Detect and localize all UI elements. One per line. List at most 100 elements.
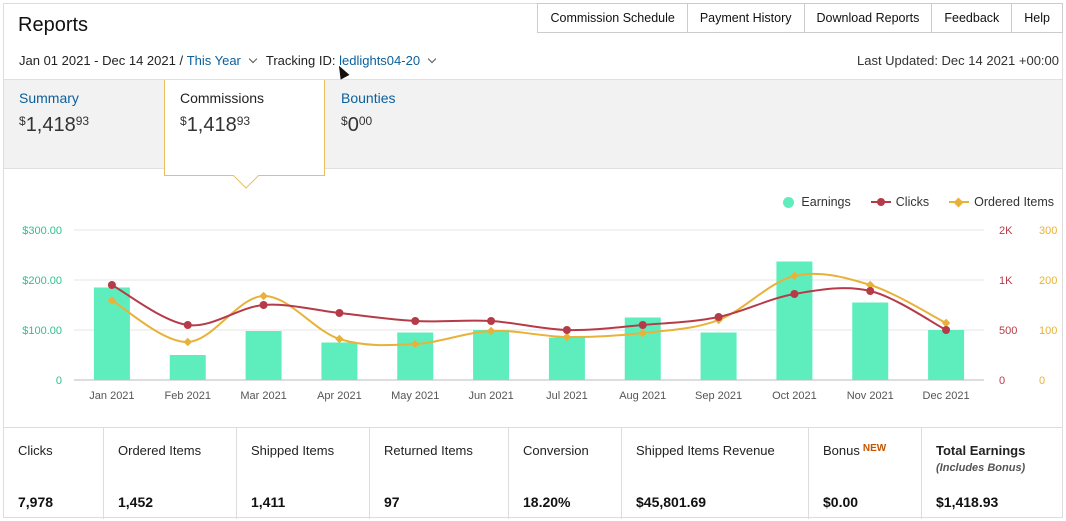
tab-summary[interactable]: Summary $1,41893 [4,80,164,170]
legend-ordered-items[interactable]: Ordered Items [949,195,1054,209]
x-axis-label: Feb 2021 [165,390,211,402]
clicks-point [638,321,647,329]
ordered-items-point [941,318,951,328]
left-axis-tick: $200.00 [22,275,62,287]
clicks-point [790,290,799,298]
earnings-bar [169,355,206,380]
feedback-link[interactable]: Feedback [931,3,1013,33]
ordered-items-line [111,272,947,347]
earnings-bar [245,331,282,380]
earnings-swatch [783,196,795,208]
download-reports-link[interactable]: Download Reports [803,3,933,33]
tracking-label: Tracking ID: [265,53,336,68]
clicks-point [942,326,951,334]
left-axis-tick: $300.00 [22,225,62,237]
stat-shipped-items: Shipped Items 1,411 [237,428,370,519]
new-badge: NEW [862,443,887,454]
x-axis-label: Mar 2021 [240,390,286,402]
clicks-point [714,313,723,321]
top-nav: Commission Schedule Payment History Down… [537,3,1063,33]
chart-legend: Earnings Clicks Ordered Items [763,195,1054,209]
tab-label: Summary [19,90,79,106]
left-axis-tick: $100.00 [22,325,62,337]
items-axis-tick: 0 [1039,375,1045,387]
stat-conversion: Conversion 18.20% [509,428,622,519]
left-axis-tick: 0 [56,375,62,387]
items-axis-tick: 100 [1039,325,1057,337]
stat-total-earnings: Total Earnings (Includes Bonus) $1,418.93 [936,443,1026,510]
ordered-items-point [259,291,268,301]
x-axis-label: Dec 2021 [923,390,970,402]
ordered-items-swatch [949,197,970,207]
ordered-items-point [486,326,496,336]
earnings-bar [321,342,358,380]
ordered-items-point [411,339,420,349]
stat-returned-items: Returned Items 97 [370,428,509,519]
clicks-point [107,281,116,289]
earnings-bar [852,302,889,380]
x-axis-label: Aug 2021 [619,390,666,402]
x-axis-label: Jan 2021 [89,390,134,402]
clicks-point [866,287,875,295]
commission-schedule-link[interactable]: Commission Schedule [537,3,688,33]
ordered-items-point [638,328,647,338]
tab-amount: $1,41893 [19,114,90,136]
ordered-items-point [107,296,117,305]
clicks-swatch [870,197,891,207]
legend-clicks[interactable]: Clicks [870,195,929,209]
help-link[interactable]: Help [1011,3,1063,33]
tab-commissions[interactable]: Commissions $1,41893 [164,80,325,189]
x-axis-label: Nov 2021 [847,390,894,402]
ordered-items-point [335,334,344,344]
x-axis-label: Sep 2021 [695,390,742,402]
earnings-chart: 0 0 0 $100.00 500 100 $200.00 1K 200 $300.00 2K 300… [22,225,1057,402]
earnings-bar [397,332,434,380]
clicks-axis-tick: 0 [999,375,1005,387]
stat-shipped-revenue: Shipped Items Revenue $45,801.69 [622,428,809,519]
earnings-bar [548,337,585,380]
clicks-axis-tick: 500 [999,325,1017,337]
stats-bar: Clicks 7,978 Ordered Items 1,452 Shipped I… [4,427,1062,519]
earnings-bar [473,330,510,380]
clicks-line [111,284,947,332]
x-axis-label: Jun 2021 [468,390,513,402]
clicks-axis-tick: 1K [999,275,1013,287]
items-axis-tick: 200 [1039,275,1057,287]
chevron-down-icon[interactable] [248,54,258,63]
reports-page: Reports Commission Schedule Payment Hist… [3,3,1063,519]
summary-tabs: Summary $1,41893 Commissions $1,41893 Bo… [4,79,1062,189]
clicks-point [411,317,420,325]
tab-label: Commissions [180,90,265,106]
tracking-id-dropdown[interactable]: ledlights04-20 [339,53,421,68]
tab-bounties[interactable]: Bounties $000 [326,80,486,170]
stat-clicks: Clicks 7,978 [4,428,104,519]
clicks-point [335,309,344,317]
items-axis-tick: 300 [1039,225,1057,237]
ordered-items-point [183,337,192,347]
date-range: Jan 01 2021 - Dec 14 2021 / [19,53,184,68]
x-axis-label: Apr 2021 [317,390,362,402]
tab-amount: $1,41893 [180,114,251,136]
payment-history-link[interactable]: Payment History [686,3,805,33]
last-updated: Last Updated: Dec 14 2021 +00:00 [856,53,1059,68]
clicks-point [562,326,571,334]
x-axis-label: Jul 2021 [546,390,588,402]
x-axis-label: Oct 2021 [772,390,817,402]
filter-bar: Jan 01 2021 - Dec 14 2021 / This Year Tr… [19,53,445,68]
stat-ordered-items: Ordered Items 1,452 [104,428,237,519]
tab-amount: $000 [341,114,373,136]
earnings-bar [700,332,737,380]
active-tab-pointer [233,163,259,189]
page-title: Reports [18,14,89,36]
clicks-axis-tick: 2K [999,225,1013,237]
clicks-point [487,317,496,325]
chevron-down-icon[interactable] [427,54,437,63]
ordered-items-point [562,332,572,342]
clicks-point [183,321,192,329]
clicks-point [259,301,268,309]
stat-bonus: Bonus NEW $0.00 [809,428,922,519]
x-axis-label: May 2021 [391,390,439,402]
legend-earnings[interactable]: Earnings [783,195,851,209]
earnings-bar [928,330,965,380]
period-dropdown[interactable]: This Year [186,53,241,68]
